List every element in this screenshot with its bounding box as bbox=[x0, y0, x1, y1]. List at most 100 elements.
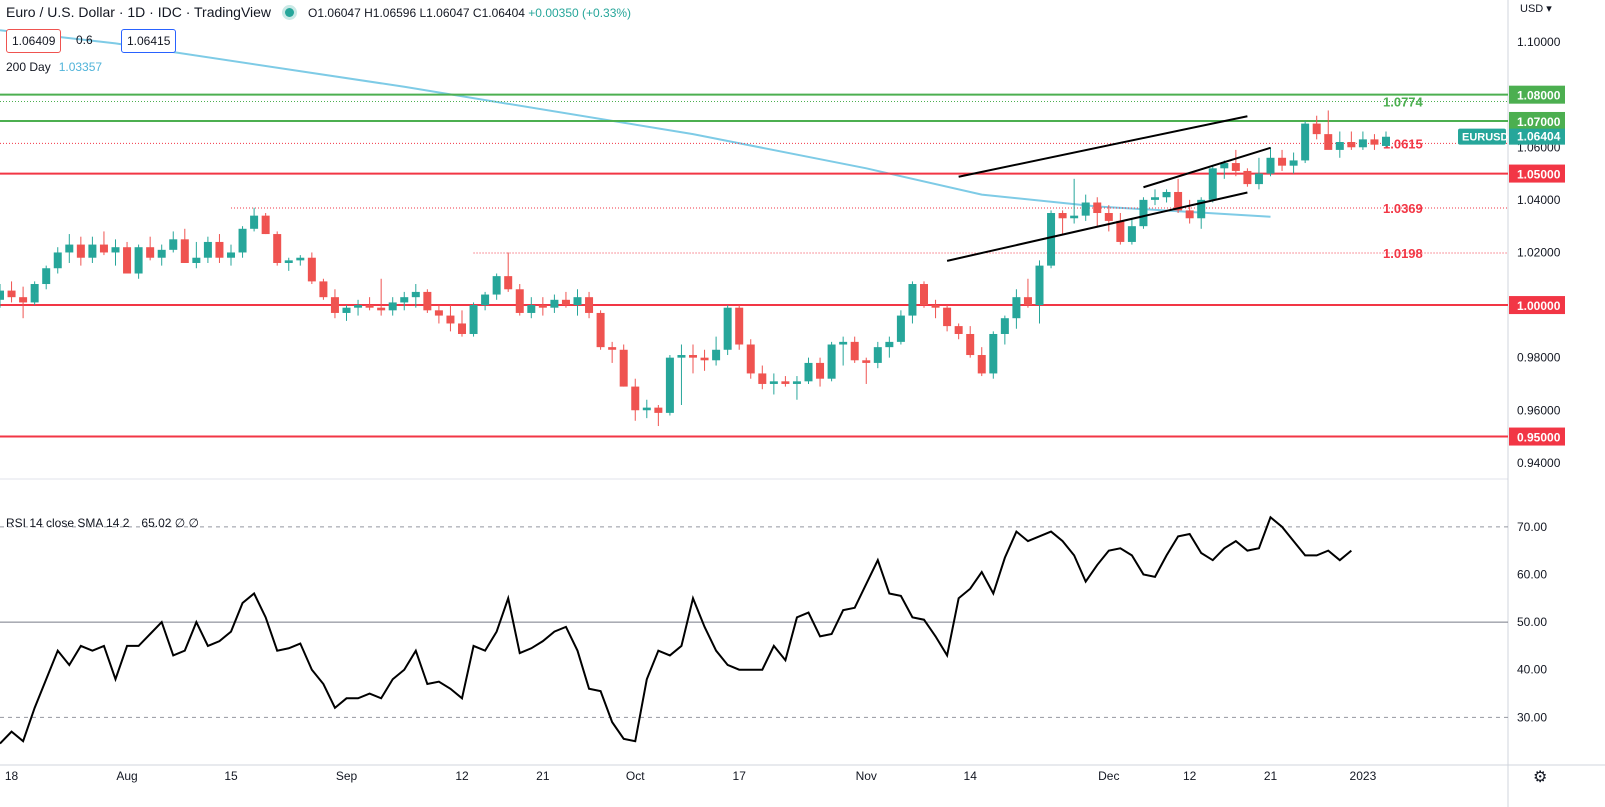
candle-body bbox=[550, 299, 559, 308]
price-tick-label: 0.95000 bbox=[1517, 431, 1561, 445]
time-tick-label: 21 bbox=[1264, 769, 1278, 783]
candle-body bbox=[966, 333, 975, 356]
candle-body bbox=[284, 260, 293, 263]
price-tick-label: 1.02000 bbox=[1517, 245, 1561, 259]
candle-body bbox=[227, 252, 235, 258]
price-tick-label: 1.05000 bbox=[1517, 168, 1561, 182]
time-tick-label: 17 bbox=[733, 769, 747, 783]
candle-body bbox=[839, 341, 848, 345]
symbol-title[interactable]: Euro / U.S. Dollar · 1D · IDC · TradingV… bbox=[6, 4, 272, 20]
candle-body bbox=[735, 307, 744, 345]
candle-body bbox=[354, 305, 363, 308]
candle-body bbox=[99, 244, 108, 253]
candle-body bbox=[943, 307, 952, 327]
level-annotation: 1.0774 bbox=[1383, 95, 1424, 110]
candle-body bbox=[250, 215, 259, 229]
candle-body bbox=[1312, 123, 1321, 135]
price-tick-label: 1.07000 bbox=[1517, 115, 1561, 129]
candle-body bbox=[365, 305, 374, 308]
level-annotation: 1.0198 bbox=[1383, 246, 1423, 261]
candle-body bbox=[1208, 168, 1217, 200]
candle-body bbox=[631, 386, 640, 411]
symbol-tag: EURUSD bbox=[1462, 132, 1509, 144]
time-tick-label: Sep bbox=[336, 769, 358, 783]
candle-body bbox=[712, 349, 721, 361]
candle-body bbox=[0, 290, 4, 300]
candle-body bbox=[458, 323, 466, 334]
candle-body bbox=[920, 284, 928, 306]
candle-body bbox=[307, 257, 316, 282]
candle-body bbox=[1116, 220, 1125, 242]
candle-body bbox=[19, 297, 28, 303]
level-annotation: 1.0369 bbox=[1383, 201, 1423, 216]
candle-body bbox=[677, 355, 686, 358]
candle-body bbox=[1012, 297, 1021, 319]
candle-body bbox=[1278, 157, 1287, 166]
candle-body bbox=[53, 252, 62, 269]
rsi-label: RSI 14 close SMA 14 2 bbox=[6, 516, 130, 530]
rsi-legend[interactable]: RSI 14 close SMA 14 2 65.02 ∅ ∅ bbox=[6, 516, 199, 530]
candle-body bbox=[123, 247, 132, 274]
candle-body bbox=[873, 347, 882, 363]
price-pane: 1.0774 1.0615 1.0369 1.0198 bbox=[0, 29, 1508, 438]
candle-body bbox=[319, 281, 328, 298]
sell-price-button[interactable]: 1.06409 bbox=[6, 29, 62, 53]
currency-selector[interactable]: USD ▾ bbox=[1520, 2, 1552, 15]
candle-body bbox=[689, 355, 697, 358]
price-tick-label: 0.94000 bbox=[1517, 456, 1561, 470]
time-tick-label: Dec bbox=[1098, 769, 1119, 783]
candle-body bbox=[885, 341, 894, 348]
candle-body bbox=[492, 276, 501, 295]
candle-body bbox=[816, 362, 825, 379]
price-label-bg bbox=[1509, 85, 1565, 104]
candle-body bbox=[88, 244, 97, 258]
open-value: O1.06047 bbox=[308, 6, 361, 20]
time-tick-label: 12 bbox=[1183, 769, 1197, 783]
candle-body bbox=[804, 362, 813, 382]
price-tick-label: 1.08000 bbox=[1517, 89, 1561, 103]
time-tick-label: Aug bbox=[116, 769, 137, 783]
candle-body bbox=[42, 268, 51, 285]
trend-line bbox=[958, 115, 1248, 178]
candle-body bbox=[1047, 213, 1056, 266]
buy-price-button[interactable]: 1.06415 bbox=[121, 29, 177, 53]
candle-body bbox=[792, 381, 801, 384]
candle-body bbox=[446, 315, 455, 324]
candle-body bbox=[111, 247, 120, 253]
candle-body bbox=[931, 305, 940, 308]
time-tick-label: Nov bbox=[856, 769, 877, 783]
candle-body bbox=[434, 310, 443, 316]
candle-body bbox=[758, 373, 767, 384]
candle-body bbox=[850, 341, 859, 361]
settings-gear-icon[interactable]: ⚙ bbox=[1533, 769, 1548, 786]
ma-200-line bbox=[0, 29, 1271, 218]
candle-body bbox=[1162, 191, 1171, 198]
ohlc-values: O1.06047 H1.06596 L1.06047 C1.06404 +0.0… bbox=[308, 6, 631, 20]
candle-body bbox=[608, 347, 617, 350]
ma-legend[interactable]: 200 Day 1.03357 bbox=[6, 60, 102, 74]
candle-body bbox=[1070, 215, 1079, 219]
candle-body bbox=[989, 333, 998, 374]
trend-line bbox=[1143, 146, 1271, 189]
price-label-bg bbox=[1509, 164, 1565, 183]
candle-body bbox=[1151, 197, 1159, 200]
candle-body bbox=[157, 249, 166, 258]
candle-body bbox=[862, 360, 871, 363]
candle-body bbox=[388, 302, 397, 311]
candle-body bbox=[1370, 139, 1379, 145]
price-tick-label: 1.00000 bbox=[1517, 299, 1561, 313]
candle-body bbox=[273, 234, 282, 263]
candle-body bbox=[1174, 191, 1183, 211]
symbol-tag-bg bbox=[1458, 128, 1506, 145]
candle-body bbox=[400, 297, 409, 303]
price-tick-label: 0.96000 bbox=[1517, 403, 1561, 417]
level-annotation: 1.0615 bbox=[1383, 136, 1423, 151]
rsi-tick-label: 60.00 bbox=[1517, 567, 1547, 581]
time-tick-label: 2023 bbox=[1350, 769, 1377, 783]
ma-value: 1.03357 bbox=[58, 60, 103, 74]
price-axis: 1.100001.080001.070001.060001.050001.040… bbox=[1458, 35, 1565, 724]
candle-body bbox=[908, 284, 917, 316]
rsi-tick-label: 70.00 bbox=[1517, 520, 1547, 534]
chevron-down-icon: ▾ bbox=[1546, 3, 1552, 15]
